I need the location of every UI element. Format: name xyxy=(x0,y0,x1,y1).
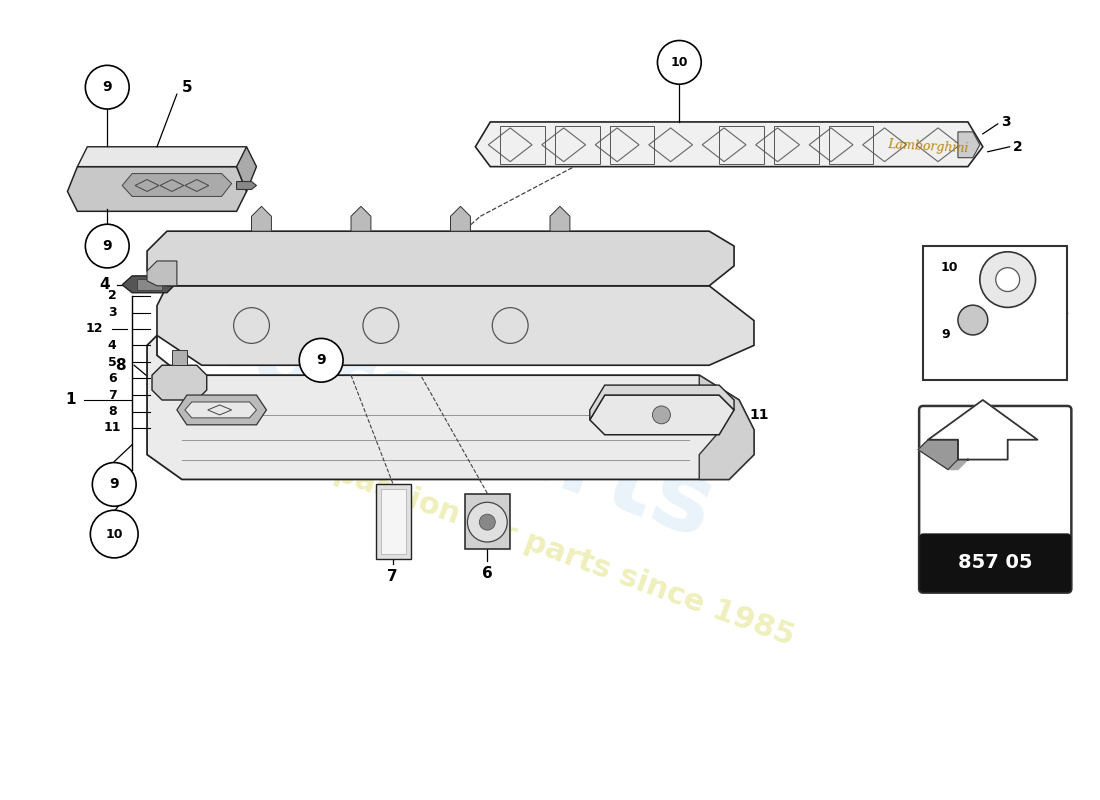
Circle shape xyxy=(468,502,507,542)
Polygon shape xyxy=(381,490,406,554)
Polygon shape xyxy=(451,206,471,231)
Circle shape xyxy=(90,510,139,558)
Polygon shape xyxy=(475,122,982,166)
Text: 8: 8 xyxy=(108,406,117,418)
Circle shape xyxy=(86,66,129,109)
Polygon shape xyxy=(147,335,754,479)
Text: 4: 4 xyxy=(108,339,117,352)
Text: 11: 11 xyxy=(749,408,769,422)
Circle shape xyxy=(480,514,495,530)
Text: 10: 10 xyxy=(671,56,689,69)
Polygon shape xyxy=(138,279,162,290)
Text: 2: 2 xyxy=(1013,140,1023,154)
Circle shape xyxy=(658,41,701,84)
Text: 1: 1 xyxy=(65,393,76,407)
Text: 10: 10 xyxy=(940,262,958,274)
Text: 6: 6 xyxy=(108,372,117,385)
Text: 9: 9 xyxy=(109,478,119,491)
Polygon shape xyxy=(236,182,256,190)
Polygon shape xyxy=(147,261,177,286)
Text: 9: 9 xyxy=(102,80,112,94)
Polygon shape xyxy=(122,174,232,197)
Polygon shape xyxy=(252,206,272,231)
Polygon shape xyxy=(177,395,266,425)
Polygon shape xyxy=(958,132,980,158)
Polygon shape xyxy=(590,395,734,434)
FancyBboxPatch shape xyxy=(920,534,1070,592)
Text: 9: 9 xyxy=(940,329,949,342)
Polygon shape xyxy=(700,375,754,479)
Circle shape xyxy=(980,252,1035,307)
Text: 857 05: 857 05 xyxy=(958,554,1033,572)
Circle shape xyxy=(958,305,988,335)
Polygon shape xyxy=(172,350,187,366)
Text: 3: 3 xyxy=(108,306,117,319)
Polygon shape xyxy=(918,440,958,470)
Text: europarts: europarts xyxy=(174,280,727,560)
Text: 3: 3 xyxy=(1001,115,1011,129)
Polygon shape xyxy=(147,231,734,286)
Text: 11: 11 xyxy=(103,422,121,434)
Polygon shape xyxy=(122,276,177,293)
Text: 4: 4 xyxy=(99,278,110,292)
Text: 2: 2 xyxy=(108,290,117,302)
Circle shape xyxy=(652,406,670,424)
Polygon shape xyxy=(590,385,734,420)
Polygon shape xyxy=(185,402,256,418)
Polygon shape xyxy=(928,400,1037,459)
Polygon shape xyxy=(550,206,570,231)
Polygon shape xyxy=(67,166,246,211)
FancyBboxPatch shape xyxy=(923,246,1067,380)
Text: 12: 12 xyxy=(86,322,103,335)
Circle shape xyxy=(299,338,343,382)
Polygon shape xyxy=(376,485,410,559)
Text: Lamborghini: Lamborghini xyxy=(888,138,969,155)
Text: a passion for parts since 1985: a passion for parts since 1985 xyxy=(301,446,799,651)
Text: 5: 5 xyxy=(182,80,192,94)
Text: 6: 6 xyxy=(482,566,493,582)
Text: 9: 9 xyxy=(102,239,112,253)
Text: 8: 8 xyxy=(114,358,125,373)
Text: 5: 5 xyxy=(108,356,117,369)
Text: 10: 10 xyxy=(106,527,123,541)
Polygon shape xyxy=(152,366,207,400)
Circle shape xyxy=(92,462,136,506)
FancyBboxPatch shape xyxy=(920,406,1071,593)
Polygon shape xyxy=(465,494,510,549)
Text: 7: 7 xyxy=(108,389,117,402)
Polygon shape xyxy=(236,146,256,191)
Polygon shape xyxy=(351,206,371,231)
Polygon shape xyxy=(948,459,968,470)
Polygon shape xyxy=(157,286,754,366)
Circle shape xyxy=(996,268,1020,291)
Text: 7: 7 xyxy=(387,570,398,584)
Circle shape xyxy=(86,224,129,268)
Text: 9: 9 xyxy=(317,354,326,367)
Polygon shape xyxy=(77,146,246,166)
